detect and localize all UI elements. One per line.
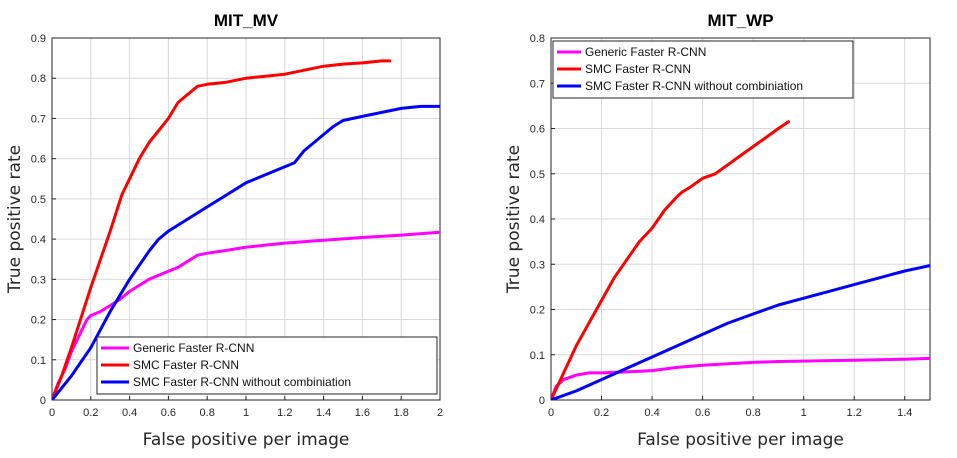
x-tick-label: 0.4 — [122, 407, 137, 419]
legend-label: Generic Faster R-CNN — [133, 341, 254, 355]
y-tick-label: 0.3 — [31, 274, 46, 286]
x-tick-label: 0.4 — [644, 407, 659, 419]
x-tick-label: 1.4 — [316, 407, 331, 419]
y-tick-label: 0.6 — [31, 154, 46, 166]
y-tick-label: 0.3 — [530, 259, 545, 271]
x-tick-label: 1.2 — [847, 407, 862, 419]
series-line-3 — [551, 264, 930, 400]
x-tick-label: 1.4 — [897, 407, 912, 419]
x-tick-label: 0 — [49, 407, 55, 419]
chart-title: MIT_WP — [707, 11, 773, 30]
y-tick-label: 0.8 — [31, 73, 46, 85]
y-tick-label: 0.2 — [530, 305, 545, 317]
y-tick-label: 0.1 — [530, 350, 545, 362]
series-line-2 — [52, 59, 392, 400]
y-tick-label: 0 — [539, 395, 545, 407]
x-tick-label: 0.2 — [83, 407, 98, 419]
chart-title: MIT_MV — [214, 11, 279, 30]
y-tick-label: 0.6 — [530, 124, 545, 136]
x-tick-label: 0.6 — [695, 407, 710, 419]
legend-label: Generic Faster R-CNN — [585, 45, 706, 59]
x-tick-label: 1.8 — [394, 407, 409, 419]
x-tick-label: 1.2 — [277, 407, 292, 419]
x-tick-label: 1 — [801, 407, 807, 419]
y-tick-label: 0.7 — [530, 78, 545, 90]
x-tick-label: 2 — [437, 407, 443, 419]
y-tick-label: 0.2 — [31, 315, 46, 327]
y-tick-label: 0.5 — [530, 169, 545, 181]
y-axis-label: True positive rate — [504, 145, 524, 294]
y-tick-label: 0.4 — [530, 214, 545, 226]
y-tick-label: 0.1 — [31, 355, 46, 367]
chart-mit-mv: 0 0.2 0.4 0.6 0.8 1 1.2 1.4 1.6 1.8 2 0 0.1 0.2 0.3 0.4… — [5, 11, 443, 450]
x-tick-label: 1.6 — [355, 407, 370, 419]
y-axis-label: True positive rate — [5, 145, 25, 294]
legend-label: SMC Faster R-CNN — [585, 62, 691, 76]
x-tick-label: 0.2 — [594, 407, 609, 419]
series-line-1 — [52, 230, 440, 400]
x-tick-label: 0.8 — [200, 407, 215, 419]
x-tick-label: 0 — [548, 407, 554, 419]
series-line-3 — [52, 104, 440, 400]
series-line-2 — [551, 120, 790, 400]
x-tick-label: 1 — [243, 407, 249, 419]
y-tick-label: 0 — [40, 395, 46, 407]
chart-mit-wp: 0 0.2 0.4 0.6 0.8 1 1.2 1.4 0 0.1 0.2 0.3 0.4 0.5 0.6 0… — [504, 11, 931, 450]
series-line-1 — [551, 356, 930, 400]
y-tick-label: 0.7 — [31, 113, 46, 125]
x-axis-label: False positive per image — [143, 430, 350, 450]
legend-label: SMC Faster R-CNN — [133, 358, 239, 372]
x-axis-label: False positive per image — [637, 430, 844, 450]
y-tick-label: 0.4 — [31, 234, 46, 246]
x-tick-label: 0.6 — [161, 407, 176, 419]
x-tick-label: 0.8 — [745, 407, 760, 419]
legend-box — [96, 336, 438, 395]
legend-label: SMC Faster R-CNN without combiniation — [585, 79, 803, 93]
y-tick-label: 0.9 — [31, 33, 46, 45]
y-tick-label: 0.5 — [31, 194, 46, 206]
legend-box — [552, 40, 854, 99]
legend-label: SMC Faster R-CNN without combiniation — [133, 375, 351, 389]
y-tick-label: 0.8 — [530, 33, 545, 45]
